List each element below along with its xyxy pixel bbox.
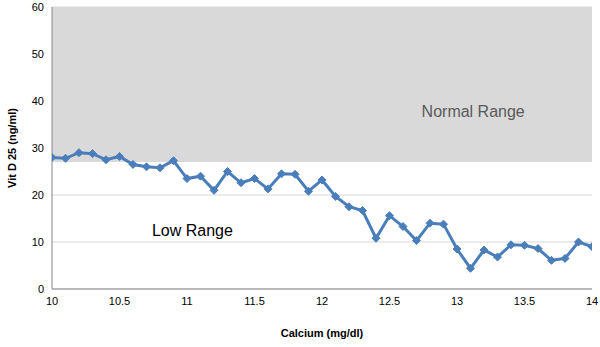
svg-text:10: 10 bbox=[32, 236, 44, 248]
svg-text:11: 11 bbox=[181, 295, 192, 307]
svg-text:12.5: 12.5 bbox=[379, 295, 400, 307]
svg-text:13.5: 13.5 bbox=[514, 295, 535, 307]
svg-text:10.5: 10.5 bbox=[109, 295, 130, 307]
svg-text:11.5: 11.5 bbox=[244, 295, 265, 307]
svg-text:20: 20 bbox=[32, 189, 44, 201]
svg-text:13: 13 bbox=[451, 295, 463, 307]
svg-text:30: 30 bbox=[32, 142, 44, 154]
svg-text:Normal Range: Normal Range bbox=[422, 103, 525, 120]
svg-text:12: 12 bbox=[316, 295, 328, 307]
svg-text:Low Range: Low Range bbox=[152, 222, 233, 239]
svg-text:10: 10 bbox=[46, 295, 58, 307]
svg-text:Calcium (mg/dl): Calcium (mg/dl) bbox=[281, 327, 364, 339]
svg-text:60: 60 bbox=[32, 1, 44, 13]
svg-text:40: 40 bbox=[32, 95, 44, 107]
svg-text:50: 50 bbox=[32, 48, 44, 60]
svg-text:14: 14 bbox=[586, 295, 592, 307]
svg-text:0: 0 bbox=[38, 283, 44, 295]
svg-text:Vit D 25 (ng/ml): Vit D 25 (ng/ml) bbox=[8, 108, 18, 188]
